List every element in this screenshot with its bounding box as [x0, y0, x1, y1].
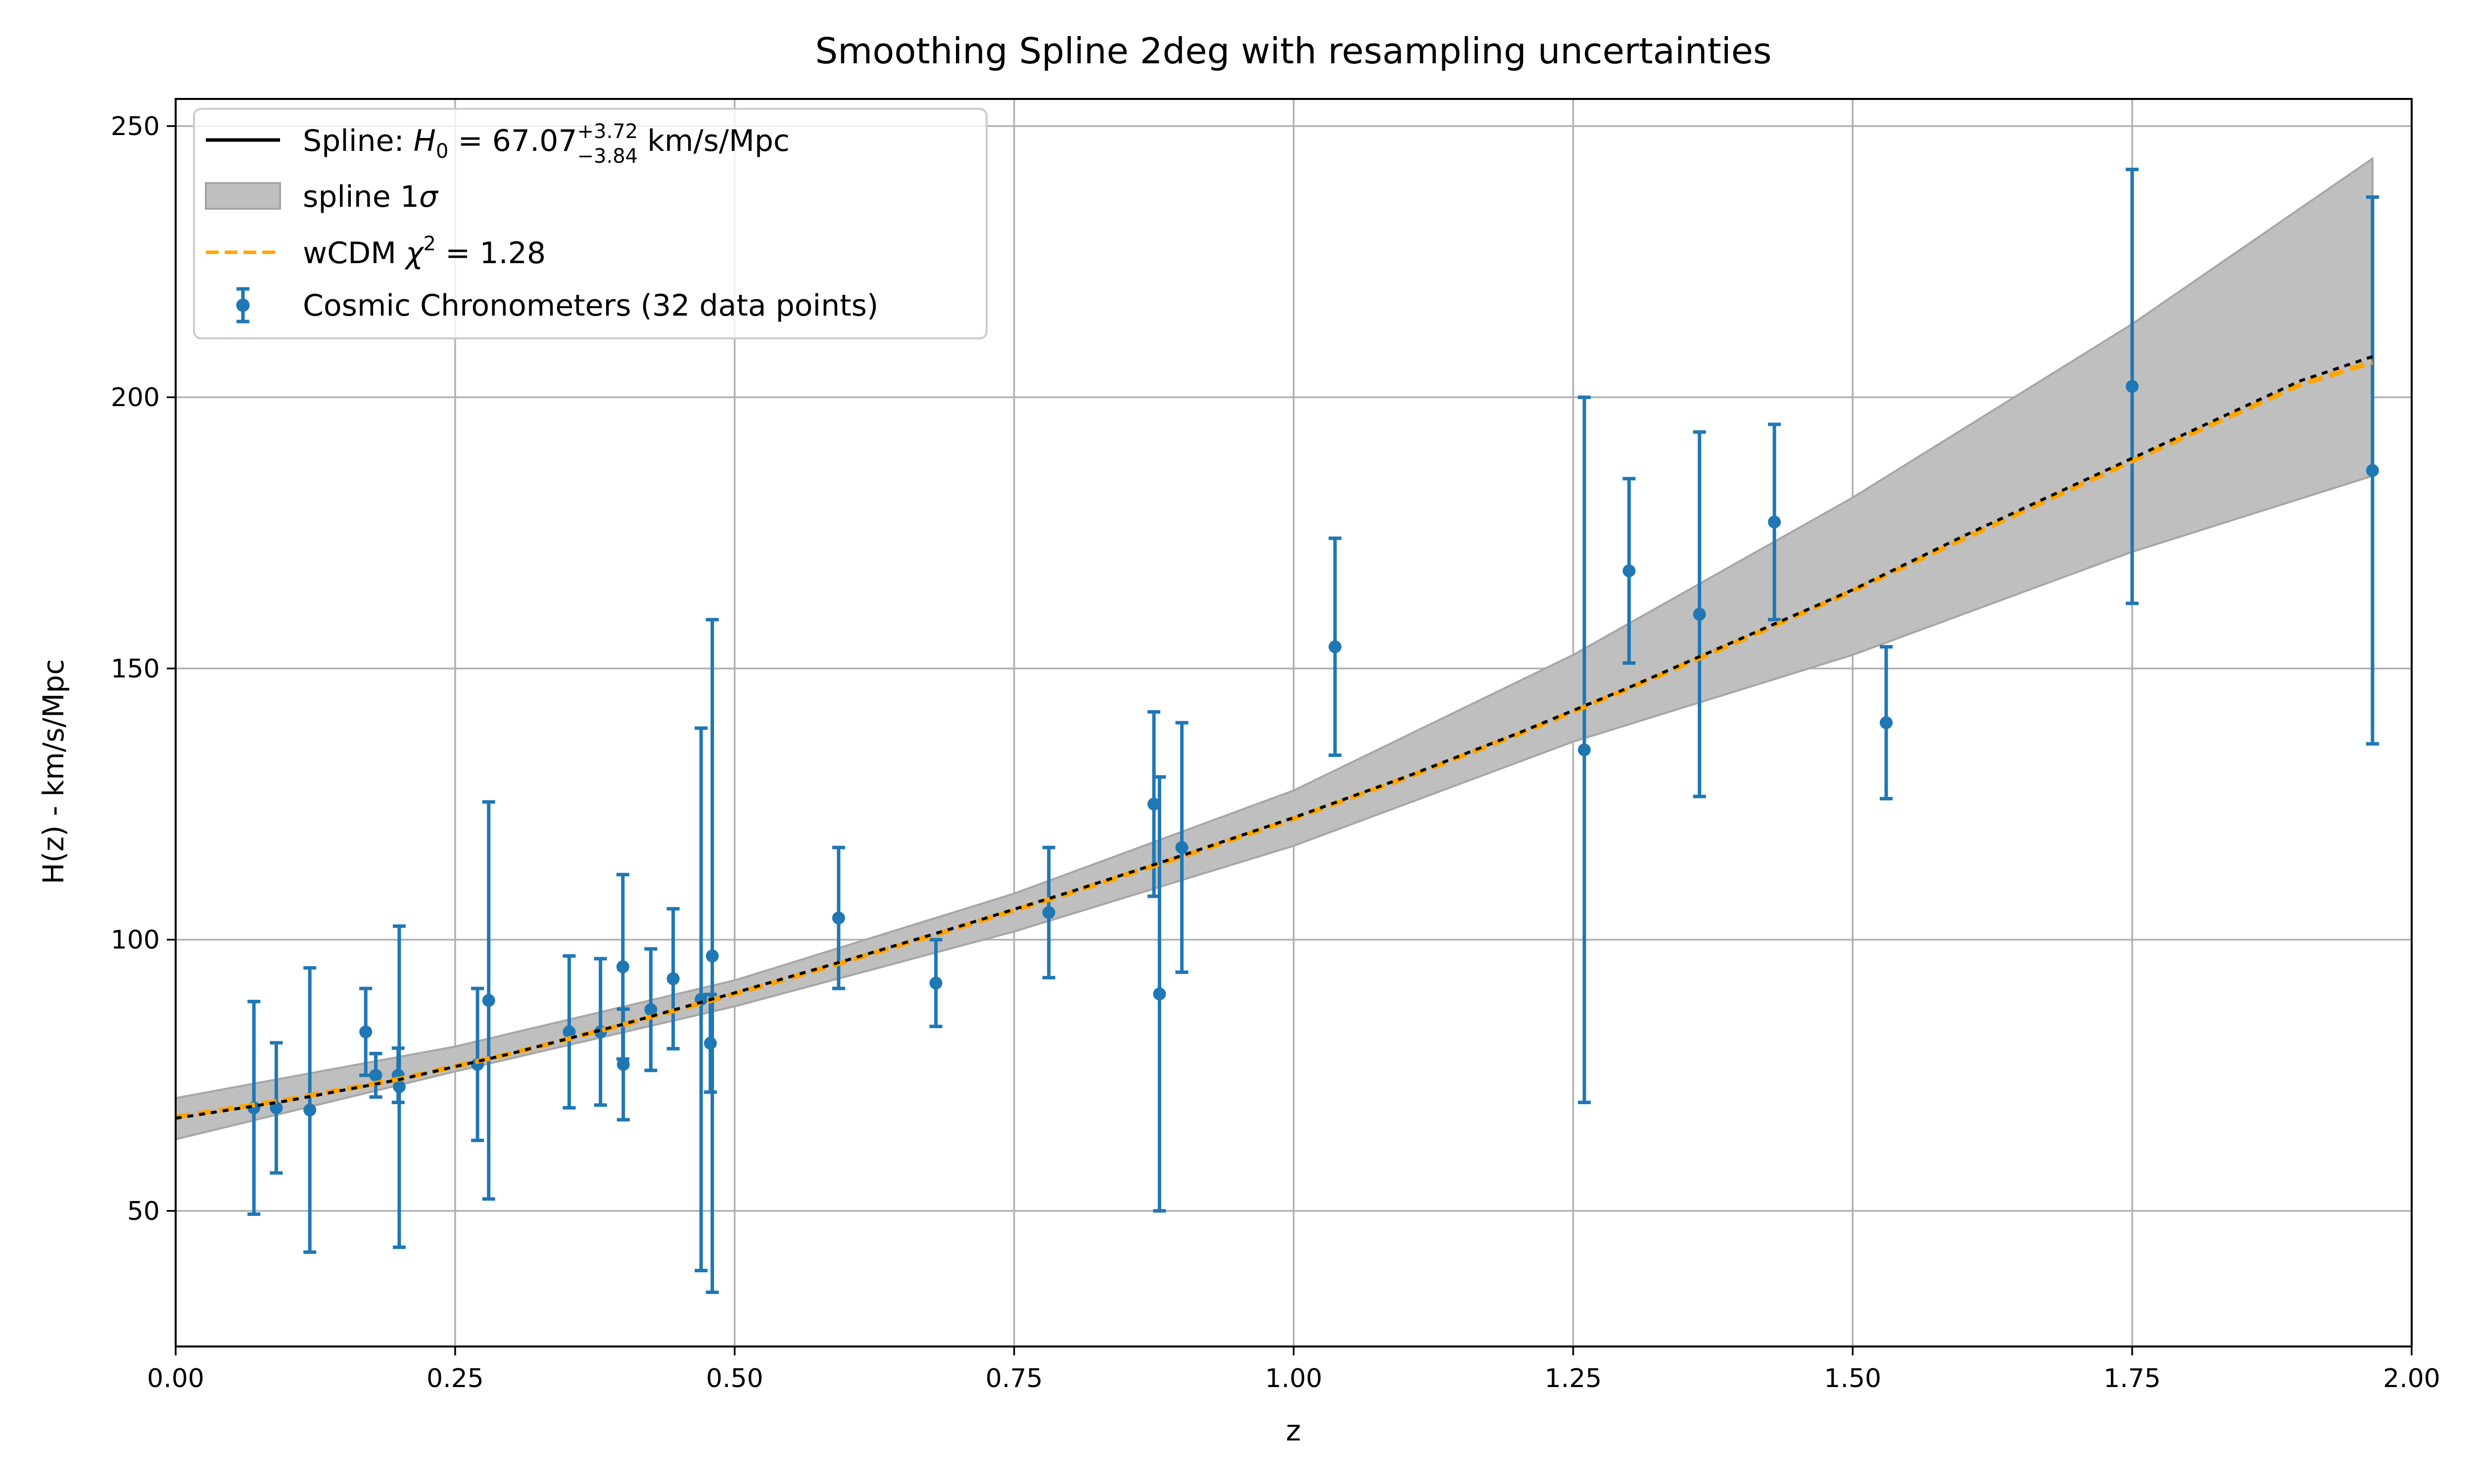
data-point — [482, 994, 495, 1007]
data-point — [666, 972, 680, 985]
data-point-layer — [247, 380, 2379, 1116]
x-tick-label: 0.50 — [706, 1364, 763, 1393]
spline-curve — [175, 355, 2373, 1120]
data-point — [1147, 797, 1161, 811]
legend-label-data: Cosmic Chronometers (32 data points) — [303, 288, 878, 323]
curve-layer — [175, 355, 2374, 1120]
data-point — [1768, 515, 1781, 529]
data-point — [303, 1103, 317, 1116]
data-point — [563, 1025, 576, 1039]
x-tick-label: 1.75 — [2103, 1364, 2161, 1393]
data-point — [617, 1058, 630, 1071]
y-axis: 50 100 150 200 250 — [111, 112, 176, 1226]
data-point — [1042, 906, 1055, 919]
chart-title: Smoothing Spline 2deg with resampling un… — [815, 30, 1771, 72]
y-tick-label: 100 — [111, 926, 160, 955]
data-point — [270, 1101, 283, 1114]
y-tick-label: 200 — [111, 383, 160, 413]
x-tick-label: 0.75 — [986, 1364, 1043, 1393]
x-tick-label: 0.25 — [427, 1364, 484, 1393]
legend-label-wcdm: wCDM χ2 = 1.28 — [303, 232, 546, 271]
y-tick-label: 50 — [127, 1197, 160, 1226]
data-point — [1577, 743, 1591, 756]
x-tick-label: 1.25 — [1544, 1364, 1602, 1393]
x-axis-label: z — [1286, 1414, 1301, 1447]
data-point — [1880, 716, 1893, 729]
x-tick-label: 2.00 — [2383, 1364, 2440, 1393]
data-point — [1622, 564, 1636, 577]
data-point — [2366, 464, 2379, 477]
legend: Spline: H0 = 67.07+3.72 −3.84 km/s/Mpc sp… — [193, 108, 988, 339]
legend-box — [193, 108, 988, 339]
legend-swatch-data — [236, 287, 250, 324]
legend-label-spline: Spline: H0 = 67.07+3.72 −3.84 km/s/Mpc — [303, 120, 790, 168]
data-point — [359, 1025, 373, 1039]
data-point — [1175, 841, 1189, 854]
x-tick-label: 1.00 — [1265, 1364, 1323, 1393]
data-point — [2126, 380, 2139, 393]
y-tick-label: 150 — [111, 654, 160, 684]
data-point — [1693, 607, 1706, 621]
data-point — [929, 976, 943, 990]
y-axis-label: H(z) - km/s/Mpc — [37, 659, 70, 884]
y-tick-label: 250 — [111, 112, 160, 141]
data-point — [644, 1003, 658, 1017]
data-point — [704, 1037, 717, 1050]
data-point — [392, 1080, 406, 1093]
legend-label-band: spline 1σ — [303, 180, 439, 214]
data-point — [369, 1068, 382, 1082]
data-point — [832, 911, 845, 925]
x-tick-label: 0.00 — [147, 1364, 204, 1393]
x-tick-label: 1.50 — [1824, 1364, 1881, 1393]
x-axis: 0.00 0.25 0.50 0.75 1.00 1.25 1.50 1.75 2.00 — [147, 1346, 2440, 1393]
data-point — [1153, 987, 1166, 1001]
legend-swatch-band — [205, 182, 281, 210]
data-point — [706, 949, 719, 963]
data-point — [1329, 640, 1342, 653]
data-point — [616, 960, 629, 974]
